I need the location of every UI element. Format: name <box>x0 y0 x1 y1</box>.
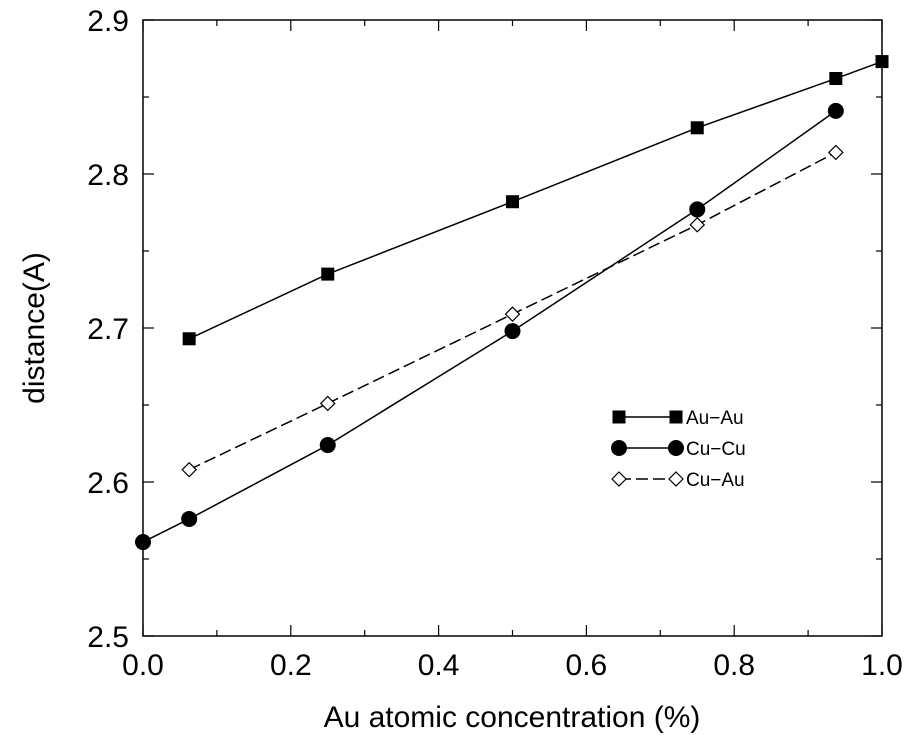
data-point <box>689 201 706 218</box>
legend-item: Cu−Au <box>611 470 745 491</box>
x-tick-label: 0.6 <box>566 649 608 682</box>
data-point <box>319 437 336 454</box>
data-point <box>181 510 198 527</box>
data-point <box>181 461 198 478</box>
y-tick-label: 2.5 <box>87 621 129 654</box>
y-tick-label: 2.6 <box>87 467 129 500</box>
data-point <box>875 55 889 69</box>
x-axis-title: Au atomic concentration (%) <box>324 701 701 734</box>
x-tick-label: 0.8 <box>713 649 755 682</box>
data-point <box>504 306 521 322</box>
legend: Au−Au Cu−Cu Cu−Au <box>611 408 746 491</box>
legend-marker <box>669 410 683 424</box>
data-point <box>182 332 196 346</box>
legend-marker <box>668 440 684 456</box>
data-point <box>135 534 151 551</box>
axis-ticks <box>142 19 883 637</box>
x-tick-label: 0.2 <box>270 649 312 682</box>
series-layer <box>135 55 889 551</box>
series-au-au <box>182 55 889 346</box>
x-tick-label: 0.4 <box>418 649 460 682</box>
data-point <box>827 102 844 119</box>
y-tick-label: 2.9 <box>87 5 129 38</box>
legend-marker <box>668 471 684 487</box>
data-point <box>319 395 336 412</box>
x-tick-label: 1.0 <box>861 649 903 682</box>
data-point <box>827 144 844 161</box>
legend-item: Cu−Cu <box>611 439 746 460</box>
legend-label: Cu−Cu <box>686 439 746 460</box>
legend-marker <box>611 471 627 487</box>
y-tick-label: 2.8 <box>87 159 129 192</box>
x-tick-labels: 0.0 0.2 0.4 0.6 0.8 1.0 <box>122 649 903 682</box>
y-tick-label: 2.7 <box>87 313 129 346</box>
legend-marker <box>612 410 626 424</box>
series-line <box>142 110 837 543</box>
y-tick-labels: 2.5 2.6 2.7 2.8 2.9 <box>87 5 129 654</box>
y-axis-title: distance(A) <box>18 252 51 404</box>
x-tick-label: 0.0 <box>122 649 164 682</box>
legend-label: Au−Au <box>686 408 744 429</box>
legend-item: Au−Au <box>612 408 744 429</box>
data-point <box>504 323 521 340</box>
legend-marker <box>611 440 627 456</box>
data-point <box>506 195 519 209</box>
data-point <box>689 216 706 233</box>
series-cu-cu <box>135 102 844 551</box>
data-point <box>321 267 335 281</box>
series-cu-au <box>181 144 844 478</box>
data-point <box>690 121 704 135</box>
legend-label: Cu−Au <box>686 470 745 491</box>
series-line <box>188 60 883 340</box>
data-point <box>829 72 843 86</box>
